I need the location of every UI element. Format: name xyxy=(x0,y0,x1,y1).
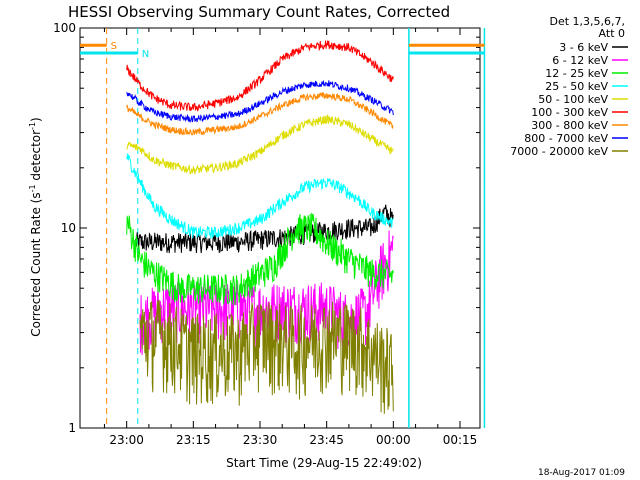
series-line xyxy=(126,80,394,123)
x-axis-label: Start Time (29-Aug-15 22:49:02) xyxy=(226,456,422,470)
footer-date: 18-Aug-2017 01:09 xyxy=(538,468,625,478)
series-line xyxy=(126,212,394,306)
chart-title: HESSI Observing Summary Count Rates, Cor… xyxy=(68,3,450,21)
series-line xyxy=(139,299,394,414)
series-line xyxy=(126,40,394,112)
legend-header-line1: Det 1,3,5,6,7, xyxy=(549,15,625,28)
series-line xyxy=(135,204,394,254)
x-tick-label: 23:30 xyxy=(243,433,278,447)
x-tick-label: 00:15 xyxy=(443,433,478,447)
legend-label: 50 - 100 keV xyxy=(538,93,608,106)
x-tick-label: 23:00 xyxy=(109,433,144,447)
flag-label: S xyxy=(111,41,117,52)
series-line xyxy=(126,153,394,239)
legend-label: 300 - 800 keV xyxy=(531,119,608,132)
series-line xyxy=(126,114,394,175)
y-tick-label: 100 xyxy=(53,21,76,35)
series-line xyxy=(126,91,394,136)
legend-label: 7000 - 20000 keV xyxy=(510,145,608,158)
legend-label: 100 - 300 keV xyxy=(531,106,608,119)
plot-area: 1 10 100 23:00 23:15 23:30 23:45 00:00 00:15 S N xyxy=(53,21,486,447)
y-axis-label: Corrected Count Rate (s-1 detector-1) xyxy=(28,117,43,336)
flag-label: N xyxy=(142,49,149,60)
legend-label: 6 - 12 keV xyxy=(552,54,608,67)
series-line xyxy=(139,230,394,355)
legend-label: 3 - 6 keV xyxy=(559,41,608,54)
x-tick-label: 00:00 xyxy=(376,433,411,447)
x-tick-label: 23:45 xyxy=(309,433,344,447)
y-tick-label: 1 xyxy=(68,421,76,435)
legend-label: 12 - 25 keV xyxy=(545,67,608,80)
x-tick-label: 23:15 xyxy=(176,433,211,447)
legend-label: 25 - 50 keV xyxy=(545,80,608,93)
legend-header-line2: Att 0 xyxy=(599,27,625,40)
y-tick-label: 10 xyxy=(61,221,76,235)
legend-label: 800 - 7000 keV xyxy=(524,132,608,145)
